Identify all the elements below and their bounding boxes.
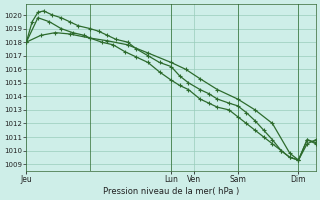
X-axis label: Pression niveau de la mer( hPa ): Pression niveau de la mer( hPa ) <box>103 187 239 196</box>
